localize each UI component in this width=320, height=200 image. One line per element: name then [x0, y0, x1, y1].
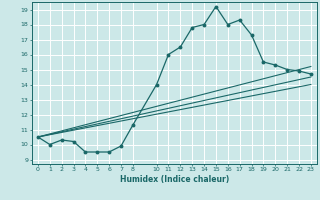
- X-axis label: Humidex (Indice chaleur): Humidex (Indice chaleur): [120, 175, 229, 184]
